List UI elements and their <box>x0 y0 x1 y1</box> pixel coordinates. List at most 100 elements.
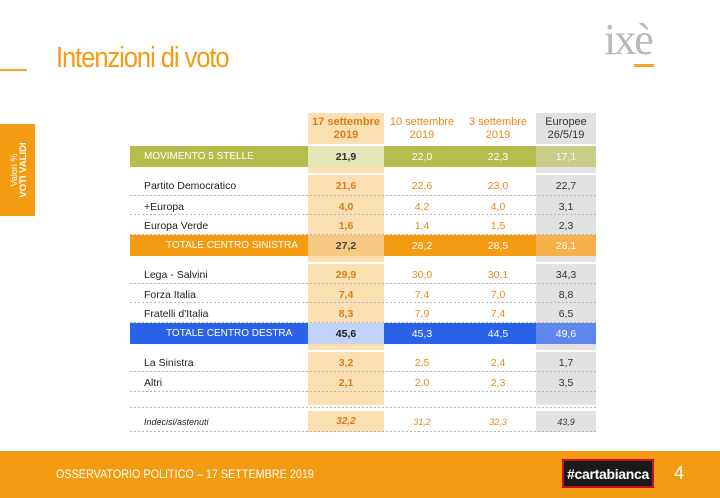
side-tab-line2: VOTI VALIDI <box>18 142 30 198</box>
gap-highlight-europee <box>536 399 596 405</box>
value-3-settembre: 2,3 <box>490 376 506 389</box>
group-gap <box>130 344 596 350</box>
table-row-la-sinistra: La Sinistra 3,2 2,5 2,4 1,7 <box>130 352 596 373</box>
row-separator <box>130 322 596 323</box>
gap-highlight-17-settembre <box>308 393 384 399</box>
column-header-17-settembre: 17 settembre 2019 <box>308 113 384 144</box>
value-europee: 6,5 <box>536 303 596 324</box>
row-label: Europa Verde <box>144 219 209 232</box>
value-3-settembre: 7,4 <box>490 307 506 320</box>
value-3-settembre: 22,3 <box>487 150 509 163</box>
table-row-pd: Partito Democratico 21,6 22,6 23,0 22,7 <box>130 175 596 196</box>
value-17-settembre: 21,9 <box>308 146 384 167</box>
group-gap <box>130 393 596 399</box>
gap-highlight-17-settembre <box>308 256 384 262</box>
value-3-settembre: 4,0 <box>490 200 506 213</box>
cartabianca-badge: #cartabianca <box>562 459 654 488</box>
side-tab <box>0 124 35 216</box>
row-label: MOVIMENTO 5 STELLE <box>144 151 254 162</box>
value-3-settembre: 1,5 <box>490 219 506 232</box>
value-17-settembre: 3,2 <box>308 352 384 373</box>
row-label: +Europa <box>144 200 184 213</box>
column-header-10-settembre: 10 settembre 2019 <box>389 116 455 141</box>
value-3-settembre: 32,3 <box>489 416 507 427</box>
side-tab-label: Valori % VOTI VALIDI <box>2 124 37 216</box>
row-separator <box>130 371 596 372</box>
value-17-settembre: 32,2 <box>308 411 384 432</box>
row-label: La Sinistra <box>144 356 194 369</box>
badge-label: #cartabianca <box>566 465 649 482</box>
row-label: Forza Italia <box>144 288 196 301</box>
row-separator <box>130 234 596 235</box>
gap-highlight-17-settembre <box>308 399 384 405</box>
value-17-settembre: 8,3 <box>308 303 384 324</box>
row-separator <box>130 407 596 408</box>
table-row-totale-centro-destra: TOTALE CENTRO DESTRA 45,6 45,3 44,5 49,6 <box>130 323 596 344</box>
row-separator <box>130 391 596 392</box>
gap-highlight-17-settembre <box>308 344 384 350</box>
row-label: Lega - Salvini <box>144 268 208 281</box>
value-10-settembre: 22,6 <box>411 179 433 192</box>
row-label: Fratelli d'Italia <box>144 307 209 320</box>
table-row-lega: Lega - Salvini 29,9 30,0 30,1 34,3 <box>130 264 596 285</box>
value-17-settembre: 29,9 <box>308 264 384 285</box>
value-3-settembre: 28,5 <box>487 239 509 252</box>
value-3-settembre: 44,5 <box>487 327 509 340</box>
row-separator <box>130 283 596 284</box>
row-label: TOTALE CENTRO DESTRA <box>166 328 293 339</box>
value-europee: 22,7 <box>536 175 596 196</box>
value-17-settembre: 1,6 <box>308 215 384 236</box>
value-3-settembre: 2,4 <box>490 356 506 369</box>
page-title: Intenzioni di voto <box>56 42 230 74</box>
gap-highlight-europee <box>536 167 596 173</box>
gap-highlight-europee <box>536 256 596 262</box>
value-17-settembre: 45,6 <box>308 323 384 344</box>
value-17-settembre: 7,4 <box>308 284 384 305</box>
value-10-settembre: 45,3 <box>411 327 433 340</box>
value-10-settembre: 7,4 <box>414 288 430 301</box>
value-10-settembre: 30,0 <box>411 268 433 281</box>
column-header-europee: Europee 26/5/19 <box>536 113 596 144</box>
row-separator <box>130 214 596 215</box>
top-accent-rule <box>0 69 27 71</box>
value-10-settembre: 2,5 <box>414 356 430 369</box>
table-row-europa-verde: Europa Verde 1,6 1,4 1,5 2,3 <box>130 215 596 236</box>
row-label: Partito Democratico <box>144 179 237 192</box>
value-10-settembre: 31,2 <box>413 416 431 427</box>
value-17-settembre: 21,6 <box>308 175 384 196</box>
table-row-indecisi: Indecisi/astenuti 32,2 31,2 32,3 43,9 <box>130 411 596 432</box>
value-10-settembre: 28,2 <box>411 239 433 252</box>
value-17-settembre: 4,0 <box>308 196 384 217</box>
row-separator <box>130 195 596 196</box>
value-europee: 17,1 <box>536 146 596 167</box>
value-10-settembre: 4,2 <box>414 200 430 213</box>
value-17-settembre: 27,2 <box>308 235 384 256</box>
ixe-logo: ixè <box>604 15 662 70</box>
column-header-3-settembre: 3 settembre 2019 <box>468 116 528 141</box>
value-europee: 43,9 <box>536 411 596 432</box>
gap-highlight-europee <box>536 393 596 399</box>
value-3-settembre: 23,0 <box>487 179 509 192</box>
table-row-altri: Altri 2,1 2,0 2,3 3,5 <box>130 372 596 393</box>
row-label: TOTALE CENTRO SINISTRA <box>166 240 298 251</box>
value-10-settembre: 2,0 <box>414 376 430 389</box>
footer-caption: OSSERVATORIO POLITICO – 17 SETTEMBRE 201… <box>56 467 314 481</box>
value-europee: 3,5 <box>536 372 596 393</box>
page-number: 4 <box>674 463 685 483</box>
value-3-settembre: 7,0 <box>490 288 506 301</box>
value-3-settembre: 30,1 <box>487 268 509 281</box>
row-label: Indecisi/astenuti <box>144 416 209 427</box>
gap-highlight-europee <box>536 344 596 350</box>
gap-highlight-17-settembre <box>308 167 384 173</box>
value-europee: 49,6 <box>536 323 596 344</box>
row-separator <box>130 431 596 432</box>
group-gap <box>130 256 596 262</box>
logo-underline <box>634 64 654 67</box>
value-europee: 28,1 <box>536 235 596 256</box>
value-17-settembre: 2,1 <box>308 372 384 393</box>
value-europee: 3,1 <box>536 196 596 217</box>
table-row-fratelli-italia: Fratelli d'Italia 8,3 7,9 7,4 6,5 <box>130 303 596 324</box>
group-gap <box>130 167 596 173</box>
value-10-settembre: 1,4 <box>414 219 430 232</box>
value-10-settembre: 7,9 <box>414 307 430 320</box>
